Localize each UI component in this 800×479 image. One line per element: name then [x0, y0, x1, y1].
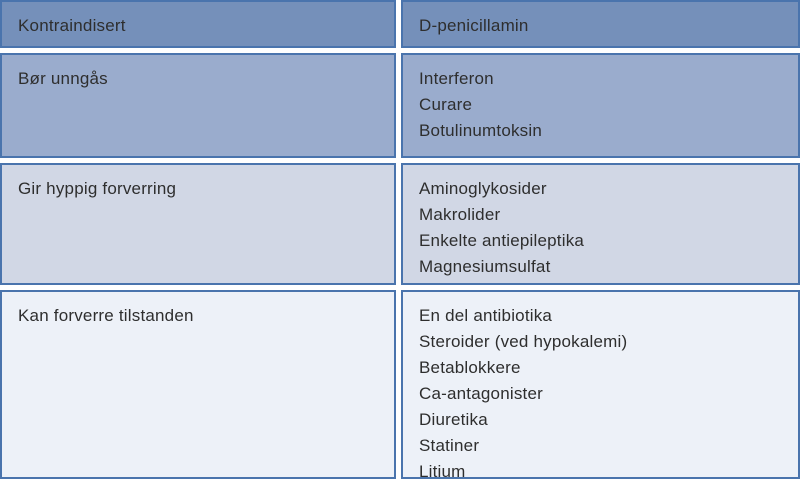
drug-item: Botulinumtoksin: [419, 121, 543, 140]
drug-item: Interferon: [419, 69, 494, 88]
drug-item: Ca-antagonister: [419, 384, 543, 403]
drug-item: Enkelte antiepileptika: [419, 231, 585, 250]
drug-item: En del antibiotika: [419, 306, 553, 325]
drug-item: Statiner: [419, 436, 480, 455]
drug-item: Litium: [419, 462, 466, 479]
drug-item: Diuretika: [419, 410, 488, 429]
items-cell-bor-unngas: Interferon Curare Botulinumtoksin: [401, 53, 800, 158]
drug-item: Betablokkere: [419, 358, 521, 377]
drug-item: Steroider (ved hypokalemi): [419, 332, 628, 351]
category-cell-kan-forverre-tilstanden: Kan forverre tilstanden: [0, 290, 396, 479]
category-label: Kan forverre tilstanden: [18, 306, 194, 325]
category-cell-kontraindisert: Kontraindisert: [0, 0, 396, 48]
category-cell-gir-hyppig-forverring: Gir hyppig forverring: [0, 163, 396, 285]
items-cell-gir-hyppig-forverring: Aminoglykosider Makrolider Enkelte antie…: [401, 163, 800, 285]
drug-item: Aminoglykosider: [419, 179, 547, 198]
category-label: Bør unngås: [18, 69, 108, 88]
category-label: Kontraindisert: [18, 16, 126, 35]
drug-item: D-penicillamin: [419, 16, 529, 35]
items-cell-kan-forverre-tilstanden: En del antibiotika Steroider (ved hypoka…: [401, 290, 800, 479]
drug-item: Curare: [419, 95, 473, 114]
drug-item: Makrolider: [419, 205, 501, 224]
drug-item: Magnesiumsulfat: [419, 257, 551, 276]
category-cell-bor-unngas: Bør unngås: [0, 53, 396, 158]
items-cell-kontraindisert: D-penicillamin: [401, 0, 800, 48]
category-label: Gir hyppig forverring: [18, 179, 177, 198]
